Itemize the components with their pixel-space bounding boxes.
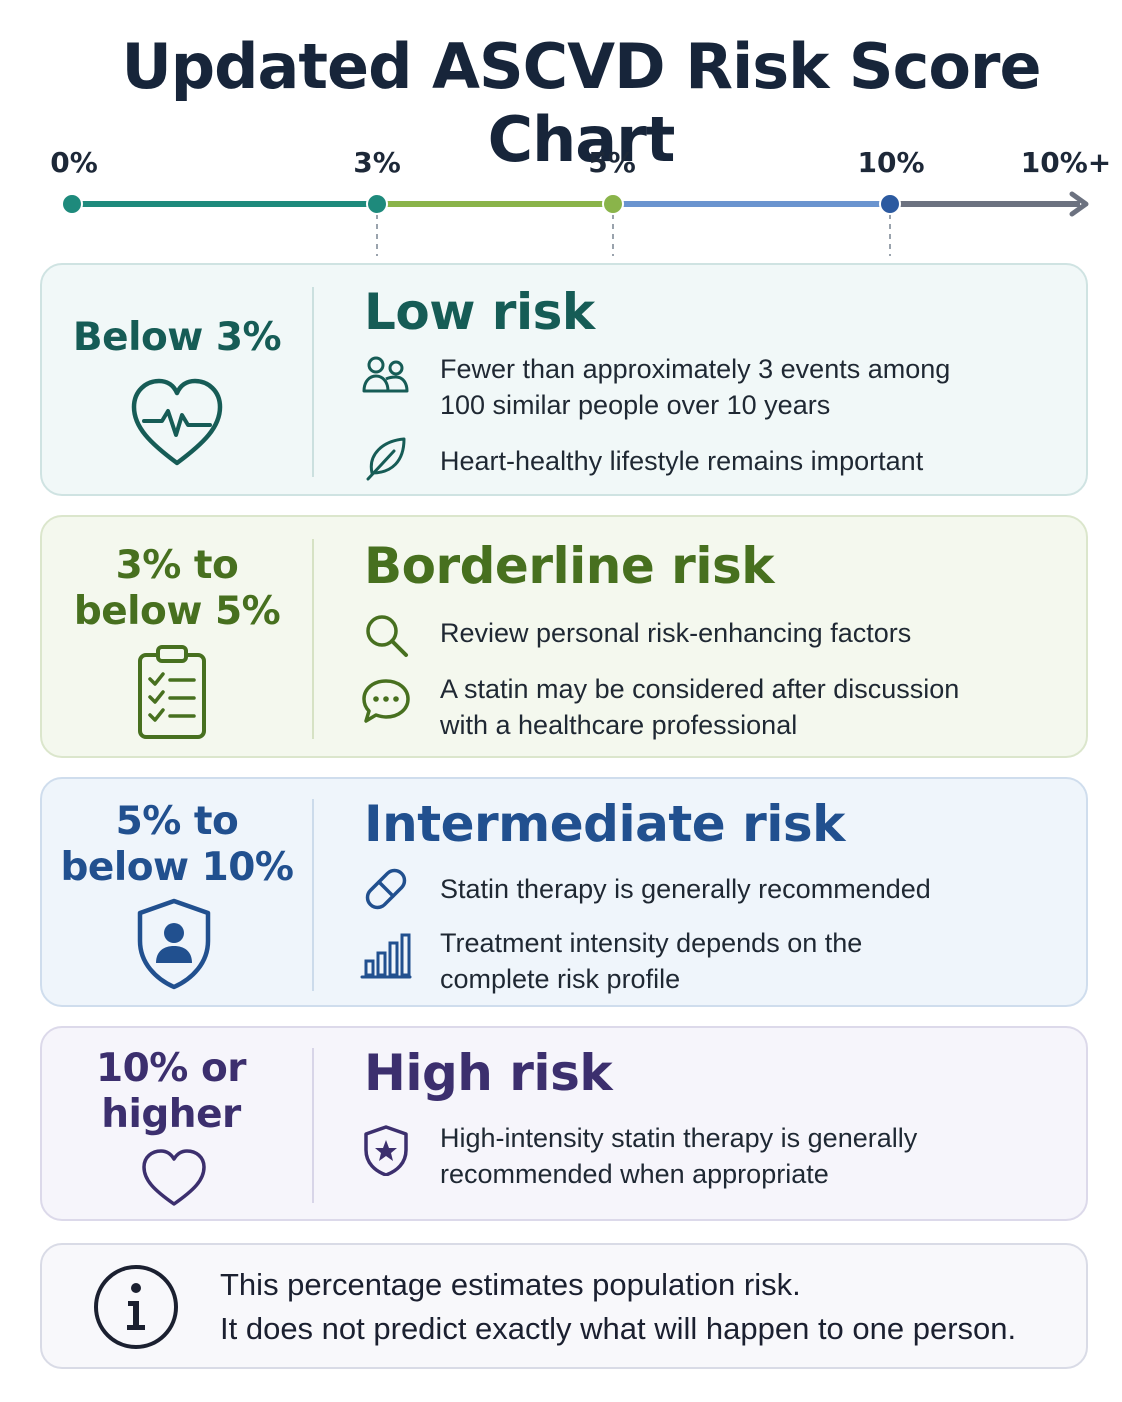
- tick-dot-3: [366, 193, 388, 215]
- range-label: 10% or higher: [96, 1046, 246, 1137]
- card-low-risk: Below 3% Low risk Fewer than approximate…: [40, 263, 1088, 496]
- card-divider: [312, 539, 314, 739]
- bullet-text: Fewer than approximately 3 events among …: [440, 354, 951, 420]
- scale-line: [61, 191, 1089, 256]
- leaf-icon: [366, 437, 406, 481]
- bullet-text: Review personal risk-enhancing factors: [440, 618, 912, 648]
- card-high-risk: 10% or higher High risk High-intensity s…: [40, 1026, 1088, 1221]
- bar-chart-icon: [360, 933, 412, 979]
- card-divider: [312, 1048, 314, 1203]
- risk-scale: 0% 3% 5% 10% 10%+: [0, 140, 1122, 260]
- bullet-text: Statin therapy is generally recommended: [440, 874, 931, 904]
- tick-label-10-plus: 10%+: [1020, 146, 1112, 179]
- level-title: Intermediate risk: [364, 795, 845, 853]
- shield-person-icon: [137, 898, 211, 990]
- range-label: 3% to below 5%: [73, 543, 281, 634]
- bullet-text: High-intensity statin therapy is general…: [440, 1123, 918, 1189]
- pill-icon: [365, 868, 407, 910]
- range-label: Below 3%: [72, 315, 282, 360]
- bullet-text: Treatment intensity depends on the compl…: [440, 928, 863, 994]
- range-label: 5% to below 10%: [60, 799, 295, 890]
- tick-label-5: 5%: [588, 146, 636, 179]
- tick-dot-10: [879, 193, 901, 215]
- bullet-text: Heart-healthy lifestyle remains importan…: [440, 446, 924, 476]
- level-title: Borderline risk: [364, 537, 774, 595]
- tick-label-10: 10%: [857, 146, 925, 179]
- card-borderline-risk: 3% to below 5% Borderline risk Review pe…: [40, 515, 1088, 758]
- bullet-text: A statin may be considered after discuss…: [440, 674, 960, 740]
- info-note: This percentage estimates population ris…: [40, 1243, 1088, 1369]
- shield-star-icon: [364, 1125, 408, 1176]
- note-line-2: It does not predict exactly what will ha…: [220, 1311, 1017, 1346]
- card-divider: [312, 799, 314, 991]
- card-divider: [312, 287, 314, 477]
- people-icon: [362, 356, 409, 393]
- magnifier-icon: [366, 615, 408, 657]
- scale-arrow-icon: [1069, 191, 1089, 217]
- chat-bubble-icon: [362, 679, 410, 723]
- clipboard-checklist-icon: [138, 645, 206, 739]
- level-title: Low risk: [364, 283, 595, 341]
- tick-label-0: 0%: [50, 146, 98, 179]
- card-intermediate-risk: 5% to below 10% Intermediate risk Statin…: [40, 777, 1088, 1007]
- tick-label-3: 3%: [353, 146, 401, 179]
- level-title: High risk: [364, 1044, 613, 1102]
- note-line-1: This percentage estimates population ris…: [220, 1267, 801, 1302]
- page-title: Updated ASCVD Risk Score Chart: [121, 30, 1041, 176]
- heart-outline-icon: [142, 1149, 206, 1206]
- tick-dot-0: [61, 193, 83, 215]
- tick-dot-5: [602, 193, 624, 215]
- heart-pulse-icon: [131, 378, 223, 466]
- info-icon: [94, 1265, 178, 1349]
